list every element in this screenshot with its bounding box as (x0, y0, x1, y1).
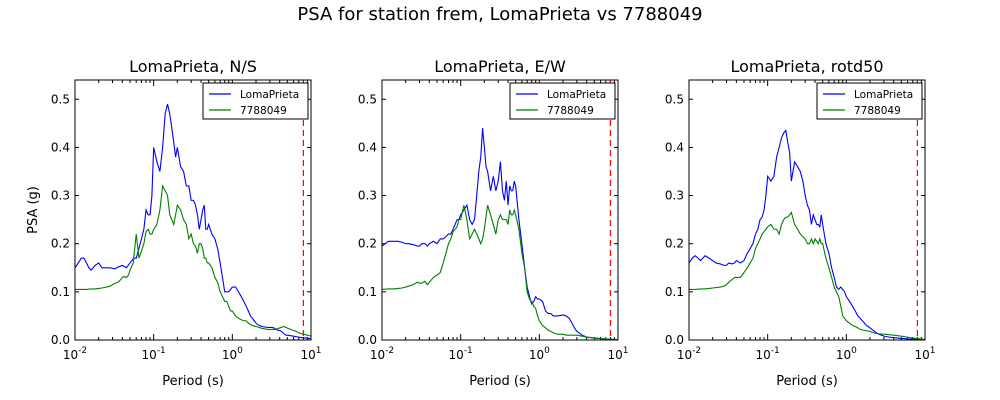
x-tick-label: 10-2 (677, 346, 701, 362)
chart-title: LomaPrieta, E/W (434, 57, 566, 76)
series-line-1 (382, 128, 618, 340)
plot-frame (381, 79, 619, 341)
y-axis-label: PSA (g) (26, 186, 41, 234)
chart-title: LomaPrieta, rotd50 (730, 57, 883, 76)
legend-label: 7788049 (547, 105, 594, 117)
legend-box (509, 82, 616, 120)
y-tick-label: 0.1 (665, 285, 684, 299)
legend-box (816, 82, 923, 120)
series-line-2 (382, 205, 618, 340)
chart-panel-2: LomaPrieta, E/W 0.0 0.1 0.2 0.3 0.4 0.5 10-2 10-… (358, 57, 629, 389)
x-axis-label: Period (s) (469, 374, 531, 389)
legend-label: LomaPrieta (240, 89, 299, 101)
x-tick-label: 101 (607, 346, 628, 362)
x-tick-label: 101 (300, 346, 321, 362)
series-line-2 (689, 211, 925, 340)
y-tick-label: 0.4 (358, 140, 377, 154)
y-tick-label: 0.0 (665, 333, 684, 347)
chart-title: LomaPrieta, N/S (129, 57, 257, 76)
x-axis-label: Period (s) (776, 374, 838, 389)
x-tick-label: 10-1 (449, 346, 473, 362)
y-tick-label: 0.1 (358, 285, 377, 299)
y-tick-label: 0.3 (665, 189, 684, 203)
legend-label: 7788049 (240, 105, 287, 117)
chart-panel-1: LomaPrieta, N/S 0.0 0.1 0.2 0.3 0.4 0.5 10-2 10-… (26, 57, 322, 389)
x-tick-label: 10-2 (370, 346, 394, 362)
y-tick-label: 0.1 (51, 285, 70, 299)
x-tick-label: 100 (529, 346, 550, 362)
x-tick-label: 10-1 (756, 346, 780, 362)
y-tick-label: 0.0 (358, 333, 377, 347)
plot-frame (688, 79, 926, 341)
y-tick-label: 0.4 (51, 140, 70, 154)
plot-frame (74, 79, 312, 341)
legend-label: LomaPrieta (547, 89, 606, 101)
legend-label: 7788049 (854, 105, 901, 117)
legend-box (202, 82, 309, 120)
chart-panel-3: LomaPrieta, rotd50 0.0 0.1 0.2 0.3 0.4 0.5 10-2… (665, 57, 936, 389)
series-line-1 (75, 103, 311, 340)
x-tick-label: 10-2 (63, 346, 87, 362)
y-tick-label: 0.2 (358, 237, 377, 251)
y-tick-label: 0.0 (51, 333, 70, 347)
y-tick-label: 0.5 (51, 92, 70, 106)
legend: LomaPrieta 7788049 (202, 82, 309, 120)
figure-title: PSA for station frem, LomaPrieta vs 7788… (297, 4, 703, 25)
series-line-1 (689, 129, 925, 340)
legend: LomaPrieta 7788049 (509, 82, 616, 120)
legend-label: LomaPrieta (854, 89, 913, 101)
y-tick-label: 0.2 (51, 237, 70, 251)
y-tick-label: 0.5 (358, 92, 377, 106)
y-tick-label: 0.3 (51, 189, 70, 203)
x-tick-label: 100 (836, 346, 857, 362)
y-tick-label: 0.2 (665, 237, 684, 251)
x-tick-label: 101 (914, 346, 935, 362)
x-tick-label: 10-1 (142, 346, 166, 362)
series-line-2 (75, 184, 311, 337)
x-axis-label: Period (s) (162, 374, 224, 389)
legend: LomaPrieta 7788049 (816, 82, 923, 120)
x-tick-label: 100 (222, 346, 243, 362)
y-tick-label: 0.5 (665, 92, 684, 106)
y-tick-label: 0.4 (665, 140, 684, 154)
y-tick-label: 0.3 (358, 189, 377, 203)
